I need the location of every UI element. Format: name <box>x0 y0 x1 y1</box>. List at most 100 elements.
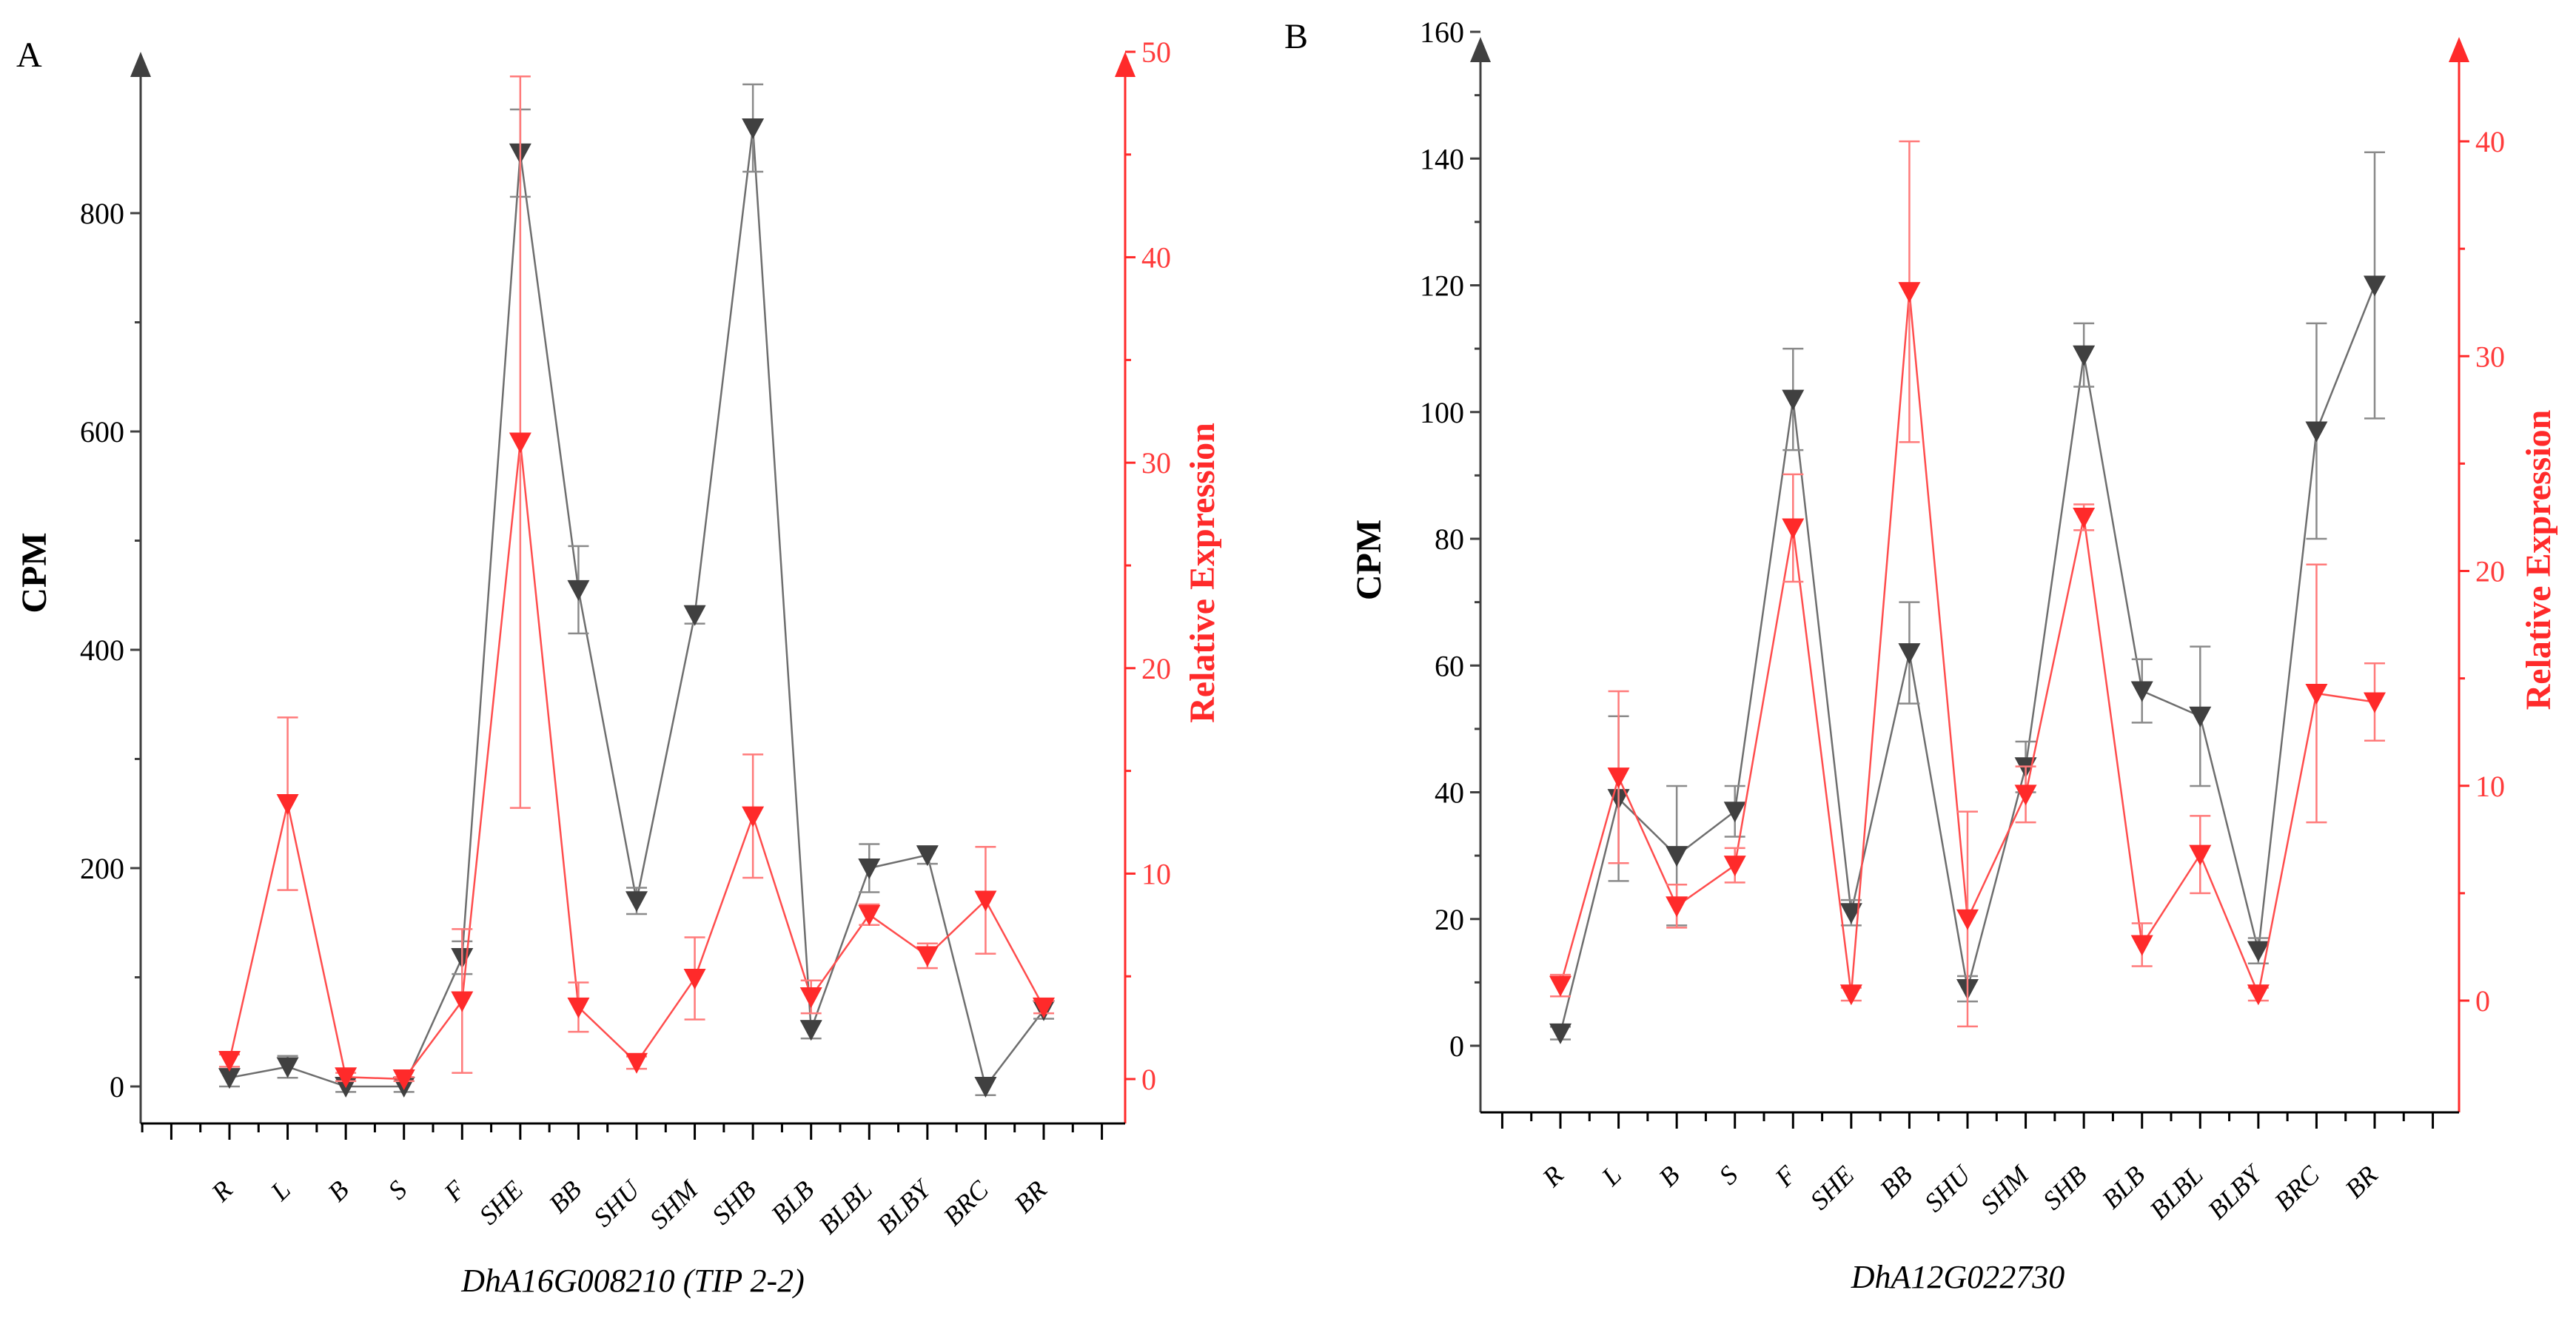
right-axis-arrow-icon <box>1115 52 1136 77</box>
data-point-marker <box>2014 785 2037 806</box>
category-label: R <box>1536 1160 1569 1193</box>
right-tick-label: 10 <box>1141 857 1171 890</box>
data-point-marker <box>2189 706 2212 728</box>
data-point-marker <box>2305 683 2328 705</box>
left-tick-label: 20 <box>1435 903 1464 936</box>
right-tick-label: 40 <box>2475 125 2505 158</box>
relative-expression-series <box>218 75 1055 1090</box>
category-label: BR <box>2339 1160 2383 1203</box>
data-point-marker <box>218 1051 241 1072</box>
right-axis-title: Relative Expression <box>2519 410 2558 710</box>
category-label: S <box>1713 1160 1743 1190</box>
left-tick-label: 40 <box>1435 776 1464 810</box>
data-point-marker <box>1839 984 1862 1006</box>
data-point-marker <box>683 968 706 990</box>
left-tick-label: 140 <box>1420 142 1464 175</box>
data-point-marker <box>1549 975 1572 997</box>
data-point-marker <box>1549 1023 1572 1044</box>
data-point-marker <box>335 1067 358 1089</box>
data-point-marker <box>276 794 299 816</box>
category-label: BLBL <box>813 1175 878 1240</box>
data-point-marker <box>1839 903 1862 924</box>
data-point-marker <box>2247 984 2270 1006</box>
series-line <box>228 442 1045 1081</box>
panel-letter: A <box>16 36 42 75</box>
category-label: B <box>1653 1160 1686 1192</box>
data-point-marker <box>916 946 939 967</box>
data-point-marker <box>1782 389 1805 411</box>
data-point-marker <box>2130 681 2153 702</box>
category-label: S <box>382 1175 412 1205</box>
data-point-marker <box>974 1077 997 1098</box>
data-point-marker <box>1956 909 1979 930</box>
data-point-marker <box>858 859 881 879</box>
data-point-marker <box>1723 856 1746 877</box>
category-label: BLBY <box>2202 1158 2270 1226</box>
right-axis-title: Relative Expression <box>1183 423 1222 723</box>
category-label: SHB <box>2037 1160 2093 1215</box>
left-tick-label: 0 <box>110 1070 124 1103</box>
left-tick-label: 160 <box>1420 16 1464 49</box>
category-label: F <box>437 1175 471 1208</box>
category-label: R <box>205 1175 238 1208</box>
data-point-marker <box>742 806 765 827</box>
left-tick-label: 400 <box>80 634 124 667</box>
data-point-marker <box>799 987 822 1008</box>
left-tick-label: 80 <box>1435 523 1464 556</box>
data-point-marker <box>218 1068 241 1089</box>
category-label: BRC <box>938 1175 995 1232</box>
panel-b: B 0 20 40 60 80 100 120 140 160 0 10 20 30 40 CPM Relati… <box>1284 16 2558 1295</box>
right-tick-label: 30 <box>2475 340 2505 373</box>
category-label: SHU <box>1919 1159 1977 1217</box>
right-tick-label: 50 <box>1141 36 1171 69</box>
right-tick-label: 0 <box>1141 1063 1156 1096</box>
left-tick-label: 0 <box>1449 1029 1464 1063</box>
right-tick-label: 30 <box>1141 446 1171 480</box>
right-axis-arrow-icon <box>2449 37 2469 62</box>
data-point-marker <box>2364 275 2386 297</box>
data-point-marker <box>625 891 648 913</box>
category-label: F <box>1768 1160 1802 1193</box>
left-axis-arrow-icon <box>130 52 151 77</box>
cpm-series <box>218 83 1055 1098</box>
right-tick-label: 20 <box>2475 555 2505 588</box>
data-point-marker <box>567 997 590 1018</box>
category-label: BRC <box>2269 1160 2326 1217</box>
category-label: BLBY <box>871 1173 939 1240</box>
data-point-marker <box>2189 844 2212 866</box>
category-label: B <box>322 1175 355 1207</box>
category-label: BB <box>543 1175 587 1218</box>
left-axis-arrow-icon <box>1470 37 1491 62</box>
data-point-marker <box>1607 767 1630 789</box>
data-point-marker <box>276 1057 299 1078</box>
right-tick-label: 0 <box>2475 984 2490 1018</box>
right-tick-label: 20 <box>1141 652 1171 685</box>
data-point-marker <box>451 991 474 1012</box>
data-point-marker <box>392 1069 415 1090</box>
data-point-marker <box>1723 802 1746 823</box>
data-point-marker <box>858 904 881 926</box>
category-label: SHM <box>1975 1159 2036 1220</box>
category-label: BB <box>1874 1160 1918 1203</box>
data-point-marker <box>2364 692 2386 713</box>
left-tick-label: 600 <box>80 415 124 449</box>
data-point-marker <box>509 432 531 454</box>
left-axis-title: CPM <box>15 532 54 613</box>
left-tick-label: 60 <box>1435 649 1464 682</box>
data-point-marker <box>2130 935 2153 956</box>
gene-label: DhA16G008210 (TIP 2-2) <box>460 1263 805 1299</box>
data-point-marker <box>625 1052 648 1074</box>
category-label: L <box>264 1175 296 1206</box>
data-point-marker <box>1666 896 1688 918</box>
right-tick-label: 10 <box>2475 770 2505 803</box>
category-label: BLB <box>2096 1160 2151 1215</box>
data-point-marker <box>916 845 939 867</box>
left-tick-label: 800 <box>80 197 124 230</box>
category-label: BLB <box>765 1175 820 1229</box>
data-point-marker <box>799 1020 822 1041</box>
gene-label: DhA12G022730 <box>1851 1259 2065 1295</box>
category-label: SHU <box>588 1174 646 1232</box>
category-label: BR <box>1008 1175 1052 1218</box>
category-label: BLBL <box>2144 1160 2209 1225</box>
